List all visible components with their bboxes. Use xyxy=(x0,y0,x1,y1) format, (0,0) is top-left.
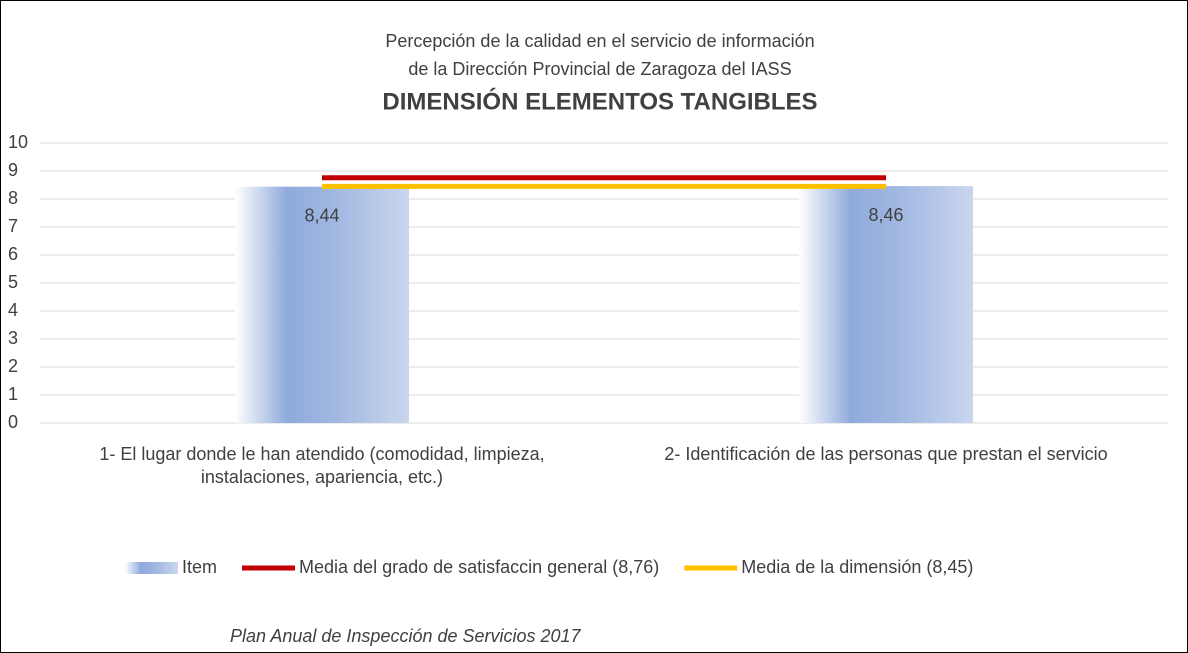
y-tick-label: 4 xyxy=(8,300,18,320)
y-tick-label: 0 xyxy=(8,412,18,432)
legend-label: Media de la dimensión (8,45) xyxy=(741,557,973,577)
y-tick-label: 2 xyxy=(8,356,18,376)
legend-label: Item xyxy=(182,557,217,577)
chart-title: DIMENSIÓN ELEMENTOS TANGIBLES xyxy=(382,87,817,115)
bar xyxy=(235,186,409,423)
title-line: de la Dirección Provincial de Zaragoza d… xyxy=(408,59,791,79)
title-line: Percepción de la calidad en el servicio … xyxy=(385,31,814,51)
y-tick-label: 6 xyxy=(8,244,18,264)
value-label: 8,46 xyxy=(868,205,903,225)
y-tick-label: 1 xyxy=(8,384,18,404)
y-tick-label: 5 xyxy=(8,272,18,292)
x-tick-label: 2- Identificación de las personas que pr… xyxy=(664,444,1108,464)
value-label: 8,44 xyxy=(304,205,339,225)
x-tick-label: 1- El lugar donde le han atendido (comod… xyxy=(99,444,545,487)
y-tick-label: 10 xyxy=(8,132,28,152)
y-tick-label: 3 xyxy=(8,328,18,348)
y-tick-label: 7 xyxy=(8,216,18,236)
bar xyxy=(799,186,973,423)
y-tick-label: 9 xyxy=(8,160,18,180)
legend-label: Media del grado de satisfaccin general (… xyxy=(299,557,659,577)
y-tick-label: 8 xyxy=(8,188,18,208)
footer: Plan Anual de Inspección de Servicios 20… xyxy=(230,626,582,646)
legend-swatch xyxy=(125,562,178,574)
